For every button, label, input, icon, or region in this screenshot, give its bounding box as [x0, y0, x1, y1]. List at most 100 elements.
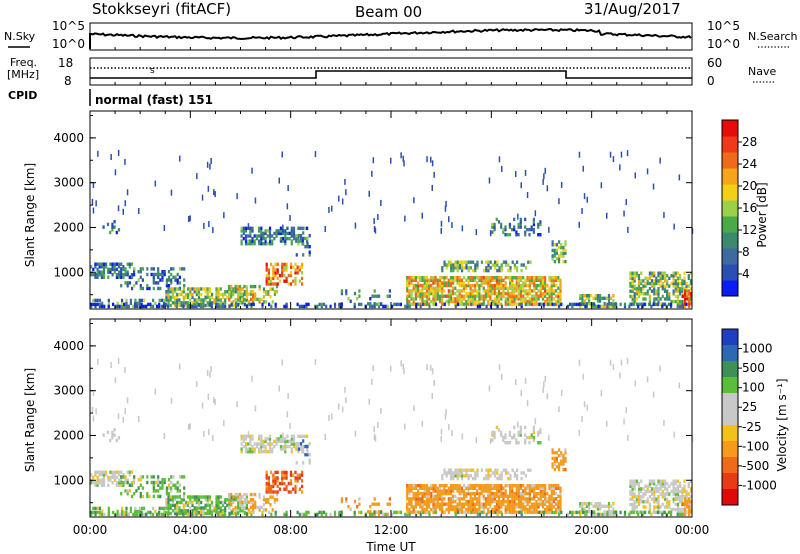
velocity-cell — [270, 484, 273, 489]
power-cell — [182, 304, 185, 309]
power-cell — [161, 278, 164, 282]
power-cell — [672, 281, 675, 286]
power-cell — [157, 267, 160, 271]
power-cell — [610, 302, 613, 307]
velocity-cell — [441, 484, 444, 488]
power-cell — [428, 291, 431, 296]
power-cell — [539, 291, 542, 296]
velocity-cell — [525, 510, 528, 515]
power-cell — [506, 297, 509, 301]
power-cell — [601, 296, 604, 300]
power-cell — [143, 298, 146, 303]
power-cell — [527, 260, 530, 264]
power-cell — [629, 294, 632, 299]
velocity-cell — [241, 505, 244, 510]
velocity-cell — [504, 484, 507, 488]
power-cell — [460, 283, 463, 288]
power-cell — [681, 284, 684, 288]
velocity-cell — [191, 495, 194, 499]
velocity-cell — [282, 432, 284, 439]
velocity-cell — [282, 444, 285, 449]
power-cell — [267, 268, 270, 272]
power-cell — [241, 292, 244, 296]
power-cell — [288, 236, 291, 241]
power-cell — [152, 281, 155, 285]
velocity-cell — [515, 505, 518, 509]
velocity-cell — [458, 474, 461, 478]
power-cell — [541, 281, 545, 285]
power-cell — [254, 295, 257, 299]
colorbar-swatch — [722, 120, 738, 137]
station-title: Stokkseyri (fitACF) — [92, 0, 231, 18]
velocity-cell — [264, 444, 267, 449]
velocity-cell — [340, 497, 343, 501]
power-cell — [548, 291, 551, 296]
velocity-cell — [250, 512, 253, 517]
velocity-cell — [564, 459, 567, 463]
velocity-cell — [610, 512, 613, 517]
velocity-cell — [139, 475, 142, 479]
velocity-cell — [159, 494, 162, 499]
velocity-cell — [238, 498, 242, 502]
power-cell — [474, 302, 477, 306]
velocity-cell — [340, 510, 343, 515]
velocity-cell — [266, 450, 269, 454]
velocity-cell — [154, 489, 158, 493]
power-cell — [532, 222, 535, 227]
power-cell — [454, 291, 457, 296]
velocity-cell — [560, 453, 563, 458]
power-cell — [688, 302, 691, 306]
power-cell — [113, 220, 116, 224]
power-cell — [412, 302, 415, 306]
velocity-cell — [674, 495, 677, 499]
velocity-cell — [294, 484, 297, 489]
velocity-cell — [676, 479, 680, 483]
velocity-cell — [648, 482, 651, 486]
velocity-cell — [142, 512, 145, 517]
velocity-cell — [126, 397, 129, 404]
velocity-cell — [176, 506, 179, 510]
power-cell — [165, 298, 168, 302]
velocity-cell — [519, 502, 523, 506]
velocity-cell — [268, 444, 272, 449]
velocity-cell — [544, 510, 547, 514]
power-cell — [408, 289, 411, 293]
velocity-cell — [612, 364, 615, 371]
power-cell — [656, 302, 659, 307]
velocity-cell — [238, 495, 242, 499]
velocity-cell — [176, 480, 179, 485]
power-cell — [493, 222, 496, 227]
power-cell — [237, 302, 240, 307]
power-cell — [524, 281, 527, 285]
power-cell — [244, 226, 248, 230]
velocity-cell — [239, 506, 242, 510]
velocity-cell — [535, 507, 538, 512]
velocity-cell — [653, 492, 656, 496]
power-cell — [641, 304, 644, 309]
power-cell — [533, 283, 536, 288]
velocity-cell — [681, 510, 684, 514]
power-cell — [266, 234, 269, 238]
velocity-cell — [637, 495, 641, 499]
power-cell — [419, 304, 422, 309]
power-cell — [195, 304, 198, 309]
velocity-cell — [667, 510, 670, 515]
velocity-cell — [449, 507, 453, 512]
velocity-cell — [241, 495, 244, 499]
velocity-cell — [555, 491, 558, 496]
freq-right-tick-bottom: 0 — [707, 74, 715, 88]
velocity-cell — [655, 484, 658, 488]
power-cell — [273, 231, 276, 236]
velocity-cell — [456, 486, 459, 490]
velocity-cell — [115, 483, 118, 487]
power-cell — [428, 289, 431, 293]
power-cell — [668, 276, 671, 280]
power-cell — [271, 234, 274, 238]
power-cell — [274, 271, 277, 275]
velocity-cell — [474, 502, 477, 506]
power-cell — [524, 266, 528, 270]
velocity-cell — [620, 359, 623, 366]
velocity-cell — [633, 492, 636, 496]
velocity-cell — [292, 487, 295, 491]
velocity-cell — [371, 502, 374, 506]
